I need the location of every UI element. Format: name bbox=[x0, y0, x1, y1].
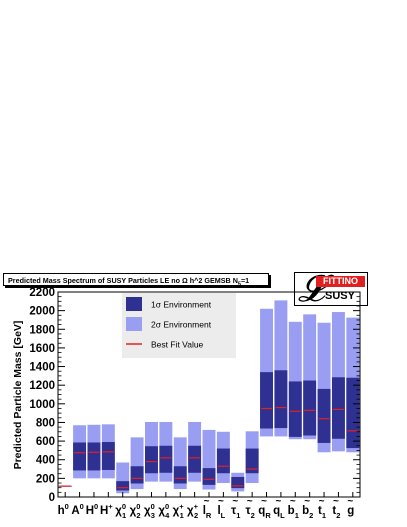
x-tick-label: t1 bbox=[318, 505, 326, 520]
x-tick-label: b2 bbox=[302, 505, 313, 520]
x-tick-label: χ0 3 bbox=[144, 502, 155, 520]
y-tick-label: 1800 bbox=[29, 324, 55, 336]
x-tick-label: τ1 bbox=[231, 505, 240, 520]
tilde-mark: ~ bbox=[204, 496, 210, 507]
tilde-mark: ~ bbox=[304, 496, 310, 507]
chart-title: Predicted Mass Spectrum of SUSY Particle… bbox=[3, 273, 269, 286]
legend-swatch bbox=[126, 317, 142, 331]
x-tick-label: τ2 bbox=[245, 505, 254, 520]
one-sigma-bar bbox=[145, 446, 158, 474]
legend-label: 2σ Environment bbox=[151, 320, 212, 330]
one-sigma-bar bbox=[216, 448, 230, 474]
x-tick-label: h0 bbox=[58, 502, 69, 517]
y-tick-label: 1200 bbox=[29, 380, 55, 392]
tilde-mark: ~ bbox=[275, 496, 281, 507]
legend-label: Best Fit Value bbox=[151, 340, 204, 350]
tilde-mark: ~ bbox=[333, 496, 339, 507]
one-sigma-bar bbox=[130, 466, 144, 484]
y-tick-label: 2000 bbox=[29, 306, 55, 318]
bars-group bbox=[58, 300, 360, 494]
y-tick-label: 1000 bbox=[29, 399, 55, 411]
tilde-mark: ~ bbox=[319, 496, 325, 507]
one-sigma-bar bbox=[303, 380, 317, 436]
one-sigma-bar bbox=[173, 466, 187, 484]
one-sigma-bar bbox=[202, 468, 216, 485]
one-sigma-bar bbox=[274, 370, 288, 429]
axes-group: 0 200 400 600 800 1000 1200 1400 1600 1800 2000 220… bbox=[29, 287, 361, 520]
x-tick-label: lL bbox=[217, 505, 225, 520]
one-sigma-bar bbox=[331, 377, 345, 439]
x-tick-label: χ+ 1 bbox=[173, 502, 185, 520]
tilde-mark: ~ bbox=[347, 496, 353, 507]
logo-top-word: FITTINO bbox=[316, 276, 365, 287]
one-sigma-bar bbox=[73, 442, 87, 471]
one-sigma-bar bbox=[188, 445, 202, 473]
x-tick-label: H0 bbox=[86, 502, 98, 517]
x-tick-label: qR bbox=[258, 505, 271, 520]
y-tick-label: 800 bbox=[36, 417, 55, 429]
legend-label: 1σ Environment bbox=[151, 300, 212, 310]
x-tick-label: χ0 4 bbox=[158, 502, 170, 520]
tilde-mark: ~ bbox=[218, 496, 224, 507]
tilde-mark: ~ bbox=[247, 496, 253, 507]
x-tick-label: χ0 2 bbox=[130, 502, 141, 520]
one-sigma-bar bbox=[116, 481, 130, 491]
legend-swatch bbox=[126, 297, 142, 311]
y-tick-label: 600 bbox=[36, 436, 55, 448]
one-sigma-bar bbox=[231, 476, 245, 489]
fittino-logo: 𝓛 FITTINO SUSY bbox=[294, 270, 368, 307]
one-sigma-bar bbox=[245, 448, 259, 474]
y-tick-label: 200 bbox=[36, 473, 55, 485]
y-tick-label: 1600 bbox=[29, 343, 55, 355]
y-axis-label: Predicted Particle Mass [GeV] bbox=[12, 321, 24, 470]
x-tick-label: A0 bbox=[71, 502, 83, 517]
tilde-mark: ~ bbox=[261, 496, 267, 507]
logo-bottom-word: SUSY bbox=[325, 290, 355, 302]
x-tick-label: t2 bbox=[332, 505, 340, 520]
x-tick-label: χ+ 2 bbox=[187, 502, 199, 520]
one-sigma-bar bbox=[288, 381, 302, 437]
x-tick-label: χ0 1 bbox=[115, 502, 126, 520]
tilde-mark: ~ bbox=[232, 496, 238, 507]
one-sigma-bar bbox=[101, 442, 115, 470]
x-tick-label: b1 bbox=[288, 505, 299, 520]
one-sigma-bar bbox=[317, 388, 331, 443]
y-tick-label: 0 bbox=[49, 492, 55, 504]
one-sigma-bar bbox=[87, 442, 101, 471]
y-tick-label: 1400 bbox=[29, 362, 55, 374]
tilde-mark: ~ bbox=[290, 496, 296, 507]
y-tick-label: 400 bbox=[36, 455, 55, 467]
x-tick-label: g bbox=[347, 505, 354, 517]
x-tick-label: lR bbox=[203, 505, 212, 520]
x-tick-label: H+ bbox=[100, 502, 113, 517]
x-tick-label: qL bbox=[273, 505, 285, 520]
legend: 1σ Environment 2σ Environment Best Fit Val… bbox=[122, 293, 236, 358]
one-sigma-bar bbox=[159, 445, 173, 473]
y-tick-label: 2200 bbox=[29, 287, 55, 299]
one-sigma-bar bbox=[260, 372, 273, 429]
